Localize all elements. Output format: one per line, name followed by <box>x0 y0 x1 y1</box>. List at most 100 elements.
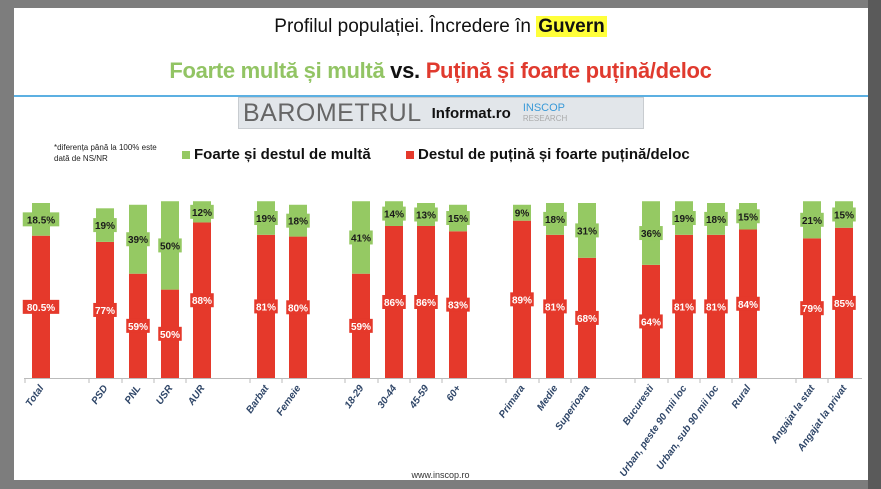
data-label-box <box>543 211 567 226</box>
data-label-box <box>832 295 856 310</box>
footer-url: www.inscop.ro <box>411 470 470 480</box>
x-tick-label: AUR <box>185 383 207 409</box>
subtitle-red: Puțină și foarte puțină/deloc <box>425 58 712 83</box>
data-label: 80% <box>288 303 308 314</box>
data-label-box <box>349 318 373 333</box>
data-label-box <box>414 207 438 222</box>
legend-green: Foarte și destul de multă <box>182 146 371 163</box>
data-label-box <box>736 209 760 224</box>
chart-title: Profilul populației. Încredere în Guvern <box>274 16 607 37</box>
data-label: 50% <box>160 330 180 341</box>
data-label: 83% <box>448 301 468 312</box>
data-label-box <box>286 213 310 228</box>
data-label-box <box>158 326 182 341</box>
slide-panel <box>14 8 868 480</box>
legend-swatch-green <box>182 150 190 159</box>
data-label: 19% <box>674 214 694 225</box>
data-label-box <box>349 230 373 245</box>
data-label: 79% <box>802 304 822 315</box>
data-label: 77% <box>95 306 115 317</box>
data-label: 86% <box>384 298 404 309</box>
x-tick-label: Urban, sub 90 mii loc <box>655 383 722 472</box>
data-label: 15% <box>834 210 854 221</box>
data-label: 80.5% <box>27 303 55 314</box>
data-label-box <box>672 211 696 226</box>
data-label: 9% <box>515 209 530 220</box>
data-label: 18% <box>545 215 565 226</box>
data-label: 19% <box>256 214 276 225</box>
subtitle-vs: vs. <box>384 58 426 83</box>
data-label-box <box>704 299 728 314</box>
logo-inscop: INSCOP RESEARCH <box>522 101 568 123</box>
data-label-box <box>639 314 663 329</box>
x-tick-label: Primara <box>497 383 528 420</box>
data-label: 64% <box>641 317 661 328</box>
data-label: 31% <box>577 226 597 237</box>
x-tick-label: 45-59 <box>407 383 432 411</box>
data-label: 59% <box>351 322 371 333</box>
data-label-box <box>736 296 760 311</box>
data-label: 36% <box>641 229 661 240</box>
data-label-box <box>832 207 856 222</box>
data-label-box <box>672 299 696 314</box>
data-label-box <box>190 204 214 219</box>
data-label: 81% <box>545 302 565 313</box>
data-label: 89% <box>512 295 532 306</box>
x-tick-label: Rural <box>730 383 754 410</box>
divider <box>14 95 868 97</box>
x-tick-label: 18-29 <box>343 383 367 411</box>
x-tick-label: Total <box>24 383 47 409</box>
data-label-box <box>93 218 117 233</box>
title-highlight: Guvern <box>536 16 607 37</box>
data-label-box <box>543 299 567 314</box>
window-edge <box>868 0 881 489</box>
x-tick-label: Barbat <box>244 383 272 416</box>
data-label: 18% <box>706 215 726 226</box>
data-label-box <box>22 212 60 227</box>
barometru-logo: BAROMETRUL Informat.ro INSCOP RESEARCH <box>238 97 644 129</box>
x-tick-label: 60+ <box>445 383 464 403</box>
data-label: 39% <box>128 235 148 246</box>
data-label-box <box>93 302 117 317</box>
data-label: 81% <box>256 302 276 313</box>
subtitle-green: Foarte multă și multă <box>169 58 385 83</box>
data-label: 18% <box>288 217 308 228</box>
logo-informat: Informat.ro <box>431 104 511 122</box>
data-label-box <box>575 310 599 325</box>
data-label: 68% <box>577 314 597 325</box>
data-label: 15% <box>738 212 758 223</box>
data-label: 41% <box>351 233 371 244</box>
legend-swatch-red <box>406 150 414 159</box>
data-label-box <box>414 294 438 309</box>
data-label-box <box>800 301 824 316</box>
data-label-box <box>254 211 278 226</box>
x-tick-label: PSD <box>90 383 111 406</box>
data-label: 88% <box>192 296 212 307</box>
data-label-box <box>158 238 182 253</box>
data-label-box <box>254 299 278 314</box>
data-label: 85% <box>834 299 854 310</box>
data-label: 86% <box>416 298 436 309</box>
data-label-box <box>126 318 150 333</box>
data-label: 12% <box>192 208 212 219</box>
data-label-box <box>126 232 150 247</box>
x-tick-label: Medie <box>535 383 561 413</box>
logo-barometru: BAROMETRUL <box>243 98 422 127</box>
x-tick-label: Bucuresti <box>621 383 657 427</box>
data-label-box <box>575 223 599 238</box>
data-label-box <box>190 293 214 308</box>
x-tick-label: USR <box>154 383 176 407</box>
data-label: 18.5% <box>27 215 55 226</box>
chart-subtitle: Foarte multă și multă vs. Puțină și foar… <box>0 58 881 84</box>
data-label-box <box>446 297 470 312</box>
data-label: 59% <box>128 322 148 333</box>
data-label-box <box>446 211 470 226</box>
data-label-box <box>510 292 534 307</box>
x-tick-label: Femeie <box>275 383 304 418</box>
data-label-box <box>513 205 531 220</box>
data-label: 21% <box>802 216 822 227</box>
x-tick-label: 30-44 <box>376 383 400 411</box>
data-label-box <box>286 300 310 315</box>
data-label: 15% <box>448 214 468 225</box>
